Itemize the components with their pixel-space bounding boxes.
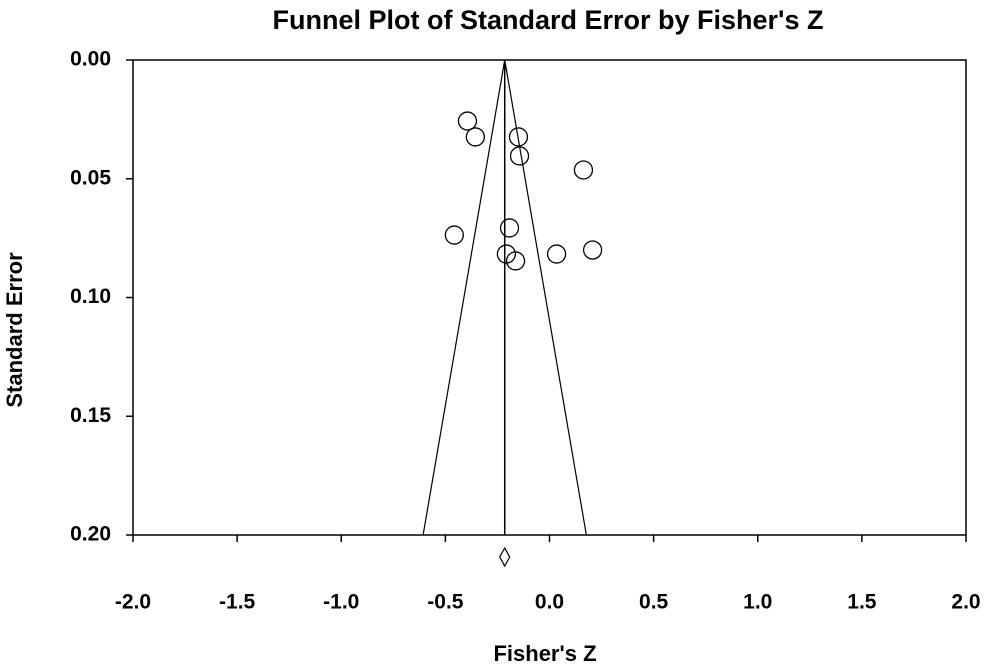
study-point — [444, 225, 464, 245]
funnel-line — [504, 59, 587, 536]
study-point — [546, 244, 567, 264]
x-axis-label: Fisher's Z — [493, 641, 596, 666]
study-point — [508, 127, 529, 147]
x-tick-label: 2.0 — [951, 591, 980, 614]
y-tick-label: 0.05 — [70, 166, 111, 189]
chart-title: Funnel Plot of Standard Error by Fisher'… — [273, 5, 824, 35]
x-tick-label: -1.5 — [219, 591, 256, 614]
y-tick-label: 0.10 — [70, 285, 111, 308]
study-point — [509, 146, 530, 166]
y-axis-label: Standard Error — [2, 252, 27, 408]
study-point — [457, 111, 478, 131]
study-point — [582, 240, 603, 260]
x-tick-label: 1.5 — [847, 591, 877, 614]
study-point — [465, 127, 486, 147]
y-tick-label: 0.15 — [70, 404, 111, 427]
study-point — [499, 218, 520, 238]
x-tick-label: -2.0 — [115, 591, 151, 614]
study-point — [573, 160, 594, 180]
x-tick-label: 1.0 — [743, 591, 772, 614]
study-point — [505, 251, 526, 271]
summary-diamond — [499, 546, 511, 568]
y-tick-label: 0.20 — [70, 523, 111, 546]
x-tick-label: -0.5 — [427, 591, 464, 614]
x-tick-label: -1.0 — [323, 591, 359, 614]
x-tick-label: 0.0 — [535, 591, 564, 614]
x-tick-label: 0.5 — [639, 591, 669, 614]
y-tick-label: 0.00 — [70, 48, 111, 71]
plot-frame — [132, 59, 967, 536]
funnel-line — [422, 59, 506, 536]
